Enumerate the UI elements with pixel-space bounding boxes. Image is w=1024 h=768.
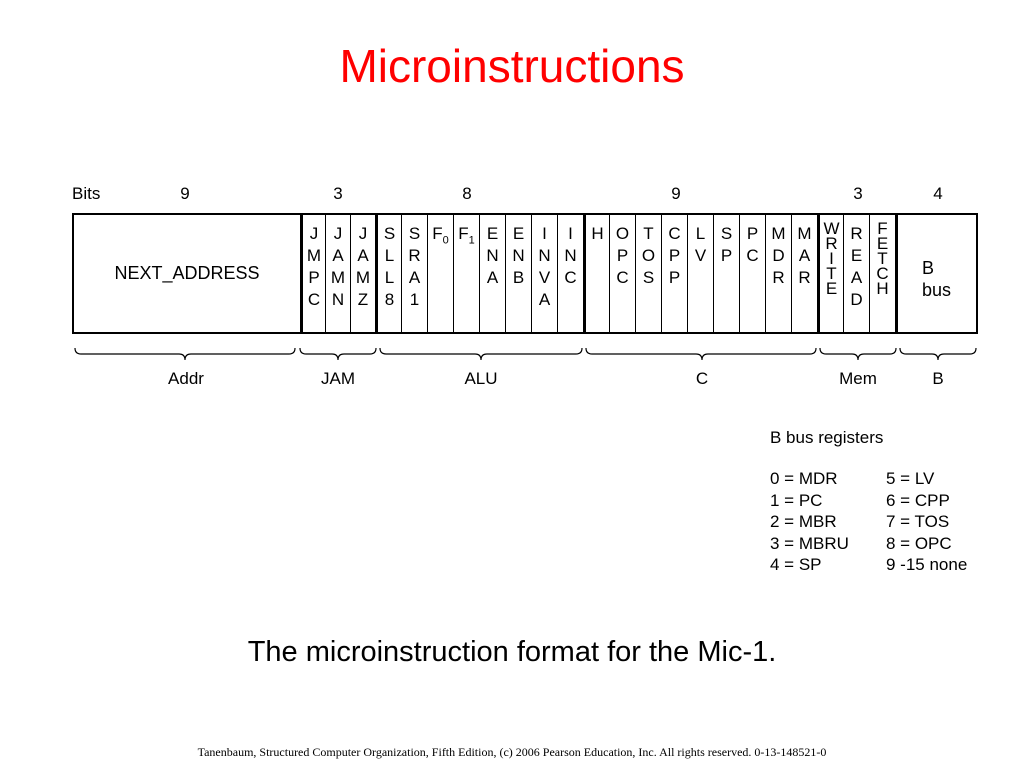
field-write: W R I T E [817,215,843,332]
register-entry: 6 = CPP [886,490,950,510]
jmpc-label: J M P C [306,224,322,309]
field-tos: T O S [635,215,661,332]
bits-label: Bits [72,184,101,203]
register-entry: 3 = MBRU [770,533,849,553]
register-entry: 2 = MBR [770,512,837,531]
copyright-footer: Tanenbaum, Structured Computer Organizat… [197,745,827,759]
register-entry: 7 = TOS [886,512,950,531]
field-enb: E N B [505,215,531,332]
enb-label: E N B [512,224,525,287]
field-h: H [583,215,609,332]
ena-label: E N A [486,224,499,287]
write-label: W R I T E [823,219,840,298]
figure-caption: The microinstruction format for the Mic-… [247,636,777,668]
sra1-label: S R A 1 [408,224,421,309]
field-pc: P C [739,215,765,332]
field-jamz: J A M Z [350,215,375,332]
field-next-address: NEXT_ADDRESS [74,215,300,332]
f0-label: F0 [432,224,449,247]
brace-c [585,347,817,361]
jamn-label: J A M N [330,224,346,309]
bbus-registers-left: 0 = MDR 1 = PC 2 = MBR 3 = MBRU 4 = SP [770,468,849,576]
bitcount-jam: 3 [333,184,343,203]
brace-b [899,347,977,361]
mdr-label: M D R [771,224,786,287]
field-sll8: S L L 8 [375,215,401,332]
group-label-alu: ALU [464,369,498,388]
bitcount-mem: 3 [853,184,863,203]
field-opc: O P C [609,215,635,332]
bitcount-addr: 9 [180,184,190,203]
field-inc: I N C [557,215,583,332]
group-label-mem: Mem [839,369,877,388]
field-f1: F1 [453,215,479,332]
mar-label: M A R [797,224,812,287]
tos-label: T O S [641,224,656,287]
lv-label: L V [694,224,707,265]
pc-label: P C [746,224,759,265]
f1-label: F1 [458,224,475,247]
field-mdr: M D R [765,215,791,332]
field-sp: S P [713,215,739,332]
fetch-label: F E T C H [876,219,889,298]
register-entry: 5 = LV [886,469,935,488]
field-lv: L V [687,215,713,332]
brace-jam [299,347,377,361]
opc-label: O P C [615,224,630,287]
field-jmpc: J M P C [300,215,325,332]
field-cpp: C P P [661,215,687,332]
brace-alu [379,347,583,361]
field-f0: F0 [427,215,453,332]
bbus-registers-title: B bus registers [770,428,884,447]
group-label-c: C [695,369,709,388]
bitcount-alu: 8 [462,184,472,203]
bitcount-c: 9 [671,184,681,203]
next-address-label: NEXT_ADDRESS [114,263,260,283]
h-label: H [591,224,604,243]
group-label-b: B [932,369,944,388]
field-ena: E N A [479,215,505,332]
inva-label: I N V A [538,224,551,309]
microinstruction-format: NEXT_ADDRESS J M P C J A M N J A M Z S L… [72,213,978,334]
cpp-label: C P P [668,224,681,287]
field-jamn: J A M N [325,215,350,332]
bbus-registers-right: 5 = LV 6 = CPP 7 = TOS 8 = OPC 9 -15 non… [886,468,967,576]
register-entry: 1 = PC [770,490,823,510]
register-entry: 8 = OPC [886,533,952,553]
bitcount-b: 4 [933,184,943,203]
field-bbus: B bus [895,215,976,332]
sp-label: S P [720,224,733,265]
inc-label: I N C [564,224,577,287]
field-inva: I N V A [531,215,557,332]
read-label: R E A D [850,224,863,309]
brace-mem [819,347,897,361]
slide-title: Microinstructions [339,40,685,92]
group-label-jam: JAM [321,369,355,388]
jamz-label: J A M Z [355,224,371,309]
field-fetch: F E T C H [869,215,895,332]
field-read: R E A D [843,215,869,332]
field-mar: M A R [791,215,817,332]
register-entry: 4 = SP [770,555,822,574]
field-sra1: S R A 1 [401,215,427,332]
sll8-label: S L L 8 [383,224,396,309]
register-entry: 0 = MDR [770,469,838,488]
brace-addr [74,347,296,361]
register-entry: 9 -15 none [886,555,968,574]
bbus-label: B bus [922,258,952,300]
group-label-addr: Addr [168,369,204,388]
